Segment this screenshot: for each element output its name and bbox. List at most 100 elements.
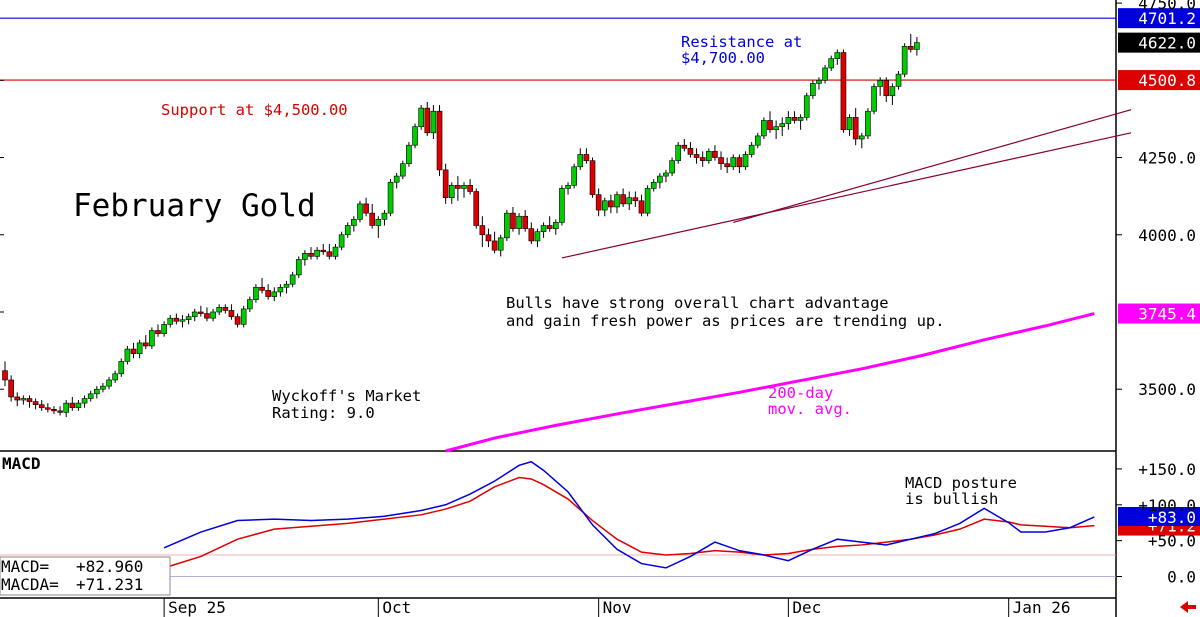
candle-body-124 xyxy=(761,120,767,137)
candle-body-77 xyxy=(473,191,480,226)
candle-body-104 xyxy=(638,200,645,214)
candle-body-13 xyxy=(81,398,88,404)
candle-body-126 xyxy=(773,126,779,131)
candle-body-103 xyxy=(632,197,639,202)
candle-body-69 xyxy=(424,107,431,134)
macd-tick-label-1: +100.0 xyxy=(1138,496,1196,515)
candle-body-24 xyxy=(149,330,155,347)
candle-body-22 xyxy=(136,342,143,354)
candle-body-102 xyxy=(626,197,633,205)
candles xyxy=(2,33,920,418)
candle-body-148 xyxy=(907,46,914,50)
candle-body-41 xyxy=(253,286,259,300)
candle-body-135 xyxy=(828,58,835,69)
resistance-value-label: 4701.2 xyxy=(1138,9,1196,28)
candle-body-2 xyxy=(14,396,21,401)
macd-readout-name: MACD= xyxy=(1,557,49,576)
candle-body-121 xyxy=(742,154,749,168)
candle-body-23 xyxy=(142,342,149,347)
candle-body-84 xyxy=(516,215,522,229)
macd-readout-box xyxy=(0,556,171,596)
candle-body-30 xyxy=(185,316,192,321)
trendlines xyxy=(561,109,1132,259)
candle-body-139 xyxy=(852,117,859,140)
candle-body-82 xyxy=(504,212,510,239)
macd-value-box xyxy=(1118,506,1200,526)
candle-body-44 xyxy=(271,291,278,297)
candle-body-21 xyxy=(130,348,137,354)
candle-body-65 xyxy=(399,163,406,177)
price-tick-label-2: 4250.0 xyxy=(1138,149,1196,168)
candle-body-125 xyxy=(767,120,773,131)
wyckoff-note-line-1: Wyckoff's Market xyxy=(272,387,421,405)
candle-body-42 xyxy=(259,286,265,291)
price-tick-label-0: 3500.0 xyxy=(1138,380,1196,399)
macda-line xyxy=(163,476,1095,569)
candle-body-146 xyxy=(895,73,902,87)
candle-body-29 xyxy=(179,319,186,322)
candle-body-119 xyxy=(730,157,737,168)
candle-body-32 xyxy=(198,311,204,314)
x-tick-label-4: Jan 26 xyxy=(1013,598,1071,617)
candle-body-18 xyxy=(112,373,118,381)
candle-body-118 xyxy=(724,163,730,168)
candle-body-66 xyxy=(406,144,412,165)
macd-series: +71.2+83.0 xyxy=(0,460,1200,577)
candle-body-130 xyxy=(797,117,804,121)
ma200-value-box xyxy=(1118,303,1200,324)
candle-body-112 xyxy=(687,147,694,155)
macda-readout-name: MACDA= xyxy=(1,575,59,594)
candle-body-97 xyxy=(595,194,602,211)
macd-posture-line-1: MACD posture xyxy=(905,474,1017,492)
candle-body-114 xyxy=(699,157,706,161)
candle-body-109 xyxy=(669,160,675,174)
candle-body-142 xyxy=(871,86,877,112)
candle-body-10 xyxy=(63,402,70,413)
candle-body-128 xyxy=(785,117,792,124)
candle-body-129 xyxy=(791,117,798,121)
candle-body-86 xyxy=(528,228,535,242)
candle-body-11 xyxy=(69,402,76,409)
last-price-label: 4622.0 xyxy=(1138,34,1196,53)
candle-body-144 xyxy=(883,80,890,97)
ma200-line xyxy=(445,312,1095,453)
wyckoff-note-line-2: Rating: 9.0 xyxy=(272,404,375,422)
candle-body-108 xyxy=(663,172,669,177)
candle-body-83 xyxy=(510,212,516,229)
ma-note-line-2: mov. avg. xyxy=(768,400,852,418)
candle-body-51 xyxy=(314,249,320,257)
candle-body-19 xyxy=(118,361,125,375)
candle-body-57 xyxy=(351,219,357,226)
candle-body-123 xyxy=(754,135,761,146)
candle-body-4 xyxy=(26,398,33,402)
ma-note-line-1: 200-day xyxy=(768,384,833,402)
candle-body-134 xyxy=(822,67,828,81)
bulls-note-line-2: and gain fresh power as prices are trend… xyxy=(506,312,945,330)
ma200-series: 3745.4 xyxy=(445,303,1200,453)
macd-readout-value: +82.960 xyxy=(76,557,143,576)
candle-body-143 xyxy=(877,80,883,87)
candle-body-96 xyxy=(589,160,596,195)
candle-body-88 xyxy=(540,225,547,232)
resistance-note-line-2: $4,700.00 xyxy=(681,49,765,67)
candle-body-25 xyxy=(155,330,161,334)
support-value-label: 4500.8 xyxy=(1138,71,1196,90)
candle-body-54 xyxy=(332,246,339,257)
candle-body-72 xyxy=(442,169,449,198)
candle-body-9 xyxy=(57,410,63,413)
macd-tick-label-0: +150.0 xyxy=(1138,460,1196,479)
x-tick-label-0: Sep 25 xyxy=(168,598,226,617)
scroll-left-arrow-icon[interactable] xyxy=(1180,601,1196,613)
candle-body-26 xyxy=(161,324,167,334)
candle-body-140 xyxy=(858,135,865,140)
candle-body-34 xyxy=(210,311,216,319)
candle-body-74 xyxy=(455,185,461,189)
x-tick-label-2: Nov xyxy=(603,598,632,617)
bulls-note-line-1: Bulls have strong overall chart advantag… xyxy=(506,294,889,312)
candle-body-91 xyxy=(559,188,565,223)
candle-body-35 xyxy=(216,307,222,313)
candle-body-79 xyxy=(485,234,492,242)
candle-body-90 xyxy=(552,222,559,229)
candle-body-62 xyxy=(381,212,388,220)
